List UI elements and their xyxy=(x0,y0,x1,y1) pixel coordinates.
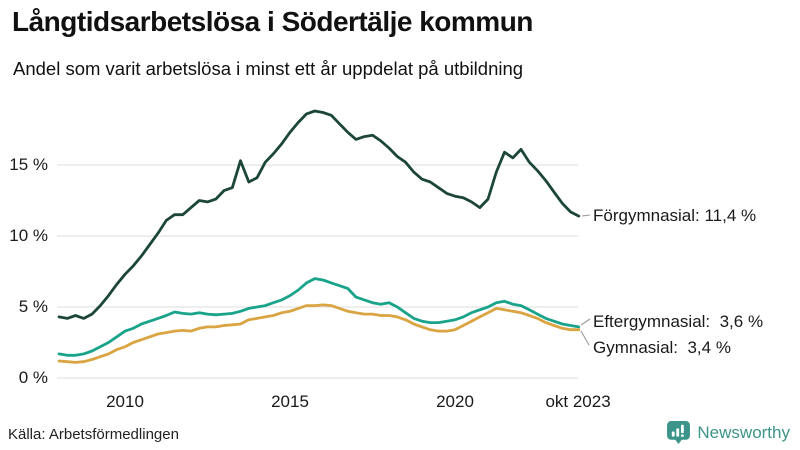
y-axis-tick-label: 5 % xyxy=(18,297,48,316)
y-axis-tick-label: 0 % xyxy=(18,368,48,387)
legend-label-eftergymnasial: Eftergymnasial: 3,6 % xyxy=(593,312,764,331)
x-axis-tick-label: 2010 xyxy=(106,392,144,411)
x-axis-tick-label: 2020 xyxy=(436,392,474,411)
x-axis-tick-label: 2015 xyxy=(271,392,309,411)
source-note: Källa: Arbetsförmedlingen xyxy=(8,426,179,443)
newsworthy-brand-text: Newsworthy xyxy=(697,422,790,442)
newsworthy-logo-icon xyxy=(667,421,691,444)
page-subtitle: Andel som varit arbetslösa i minst ett å… xyxy=(13,58,524,79)
legend-label-frgymnasial: Förgymnasial: 11,4 % xyxy=(593,206,757,225)
page-title: Långtidsarbetslösa i Södertälje kommun xyxy=(12,6,533,37)
newsworthy-brand[interactable]: Newsworthy xyxy=(666,420,790,445)
legend-label-gymnasial: Gymnasial: 3,4 % xyxy=(593,338,731,357)
y-axis-tick-label: 10 % xyxy=(9,226,48,245)
y-axis-tick-label: 15 % xyxy=(9,155,48,174)
x-axis-tick-label: okt 2023 xyxy=(545,392,611,411)
